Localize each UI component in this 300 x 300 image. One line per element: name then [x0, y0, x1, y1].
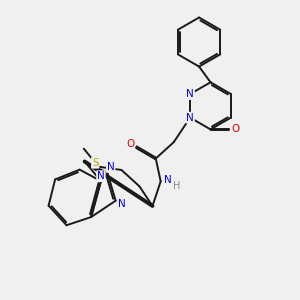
Text: N: N [186, 89, 194, 99]
Text: N: N [97, 171, 105, 181]
Text: N: N [107, 162, 115, 172]
Text: O: O [126, 139, 134, 149]
Text: N: N [164, 175, 172, 185]
Text: S: S [92, 158, 99, 168]
Text: N: N [118, 199, 126, 209]
Text: O: O [232, 124, 240, 134]
Text: H: H [173, 181, 181, 191]
Text: N: N [186, 112, 194, 123]
